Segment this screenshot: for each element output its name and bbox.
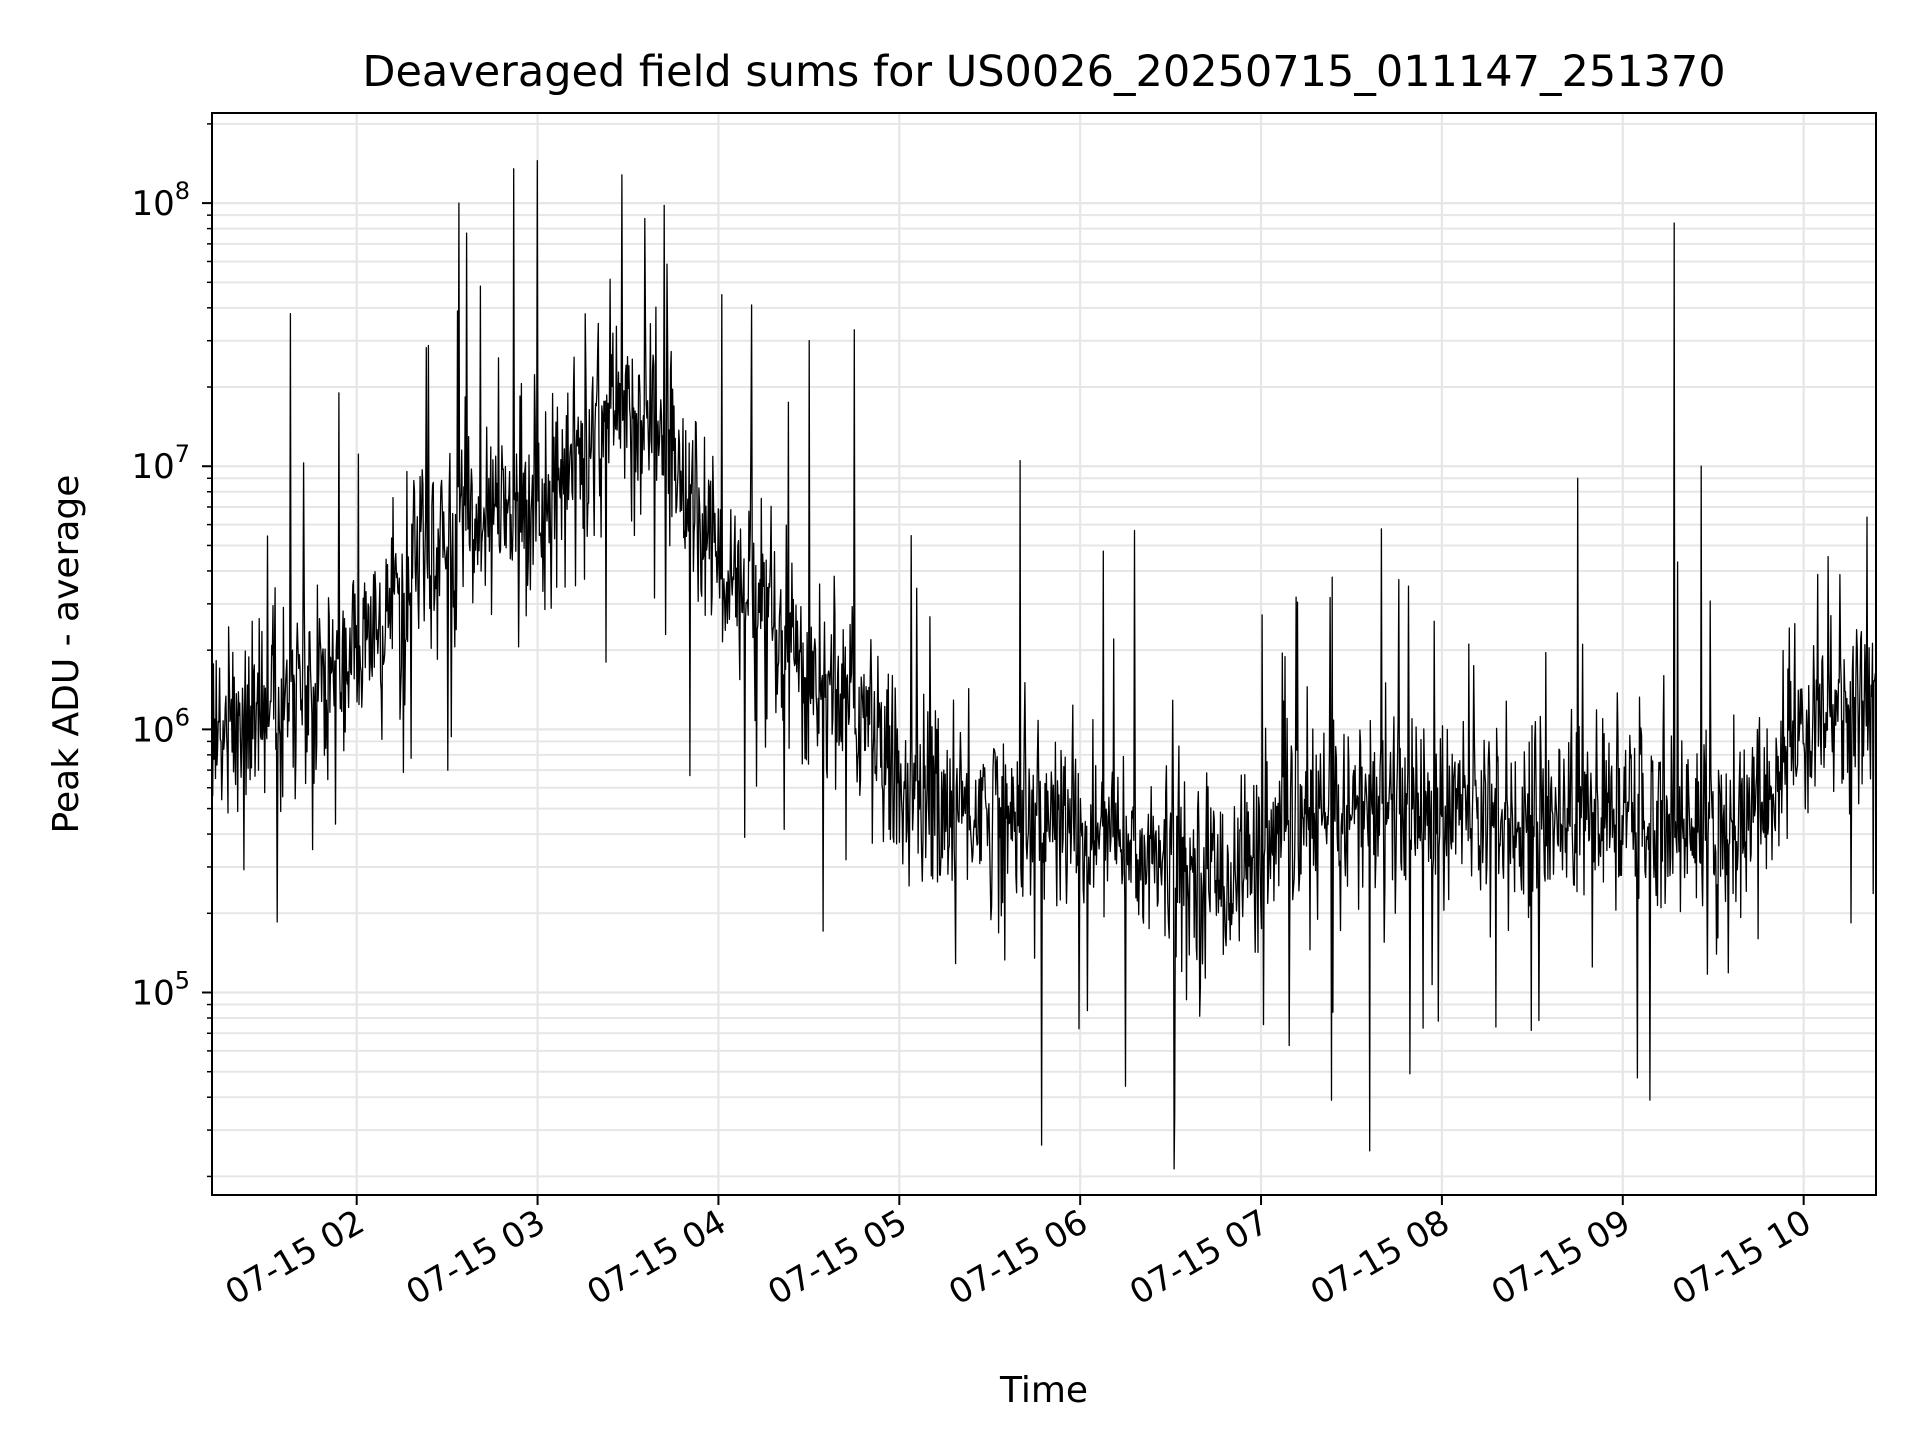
series-path — [211, 159, 1877, 1170]
grid — [212, 113, 1876, 1195]
x-axis-label: Time — [999, 1370, 1088, 1411]
x-tick-label: 07-15 06 — [942, 1202, 1094, 1313]
y-tick-label: 106 — [131, 703, 190, 750]
x-axis-ticks: 07-15 02 07-15 03 07-15 04 07-15 05 07-15 06… — [219, 1195, 1818, 1313]
x-tick-label: 07-15 02 — [219, 1202, 371, 1313]
x-tick-label: 07-15 08 — [1304, 1202, 1456, 1313]
x-tick-label: 07-15 05 — [761, 1202, 913, 1313]
x-tick-label: 07-15 10 — [1666, 1202, 1818, 1313]
y-tick-label: 107 — [131, 440, 190, 487]
y-axis-label: Peak ADU - average — [46, 475, 87, 834]
x-tick-label: 07-15 09 — [1485, 1202, 1637, 1313]
x-tick-label: 07-15 04 — [581, 1202, 733, 1313]
y-tick-label: 105 — [131, 967, 190, 1014]
series-line — [211, 159, 1877, 1170]
chart-title: Deaveraged field sums for US0026_2025071… — [362, 47, 1725, 97]
y-tick-label: 108 — [131, 177, 190, 224]
x-tick-label: 07-15 07 — [1123, 1202, 1275, 1313]
plot-frame — [211, 112, 1877, 1196]
y-axis-ticks: 105 106 107 108 — [131, 123, 212, 1178]
x-tick-label: 07-15 03 — [400, 1202, 552, 1313]
